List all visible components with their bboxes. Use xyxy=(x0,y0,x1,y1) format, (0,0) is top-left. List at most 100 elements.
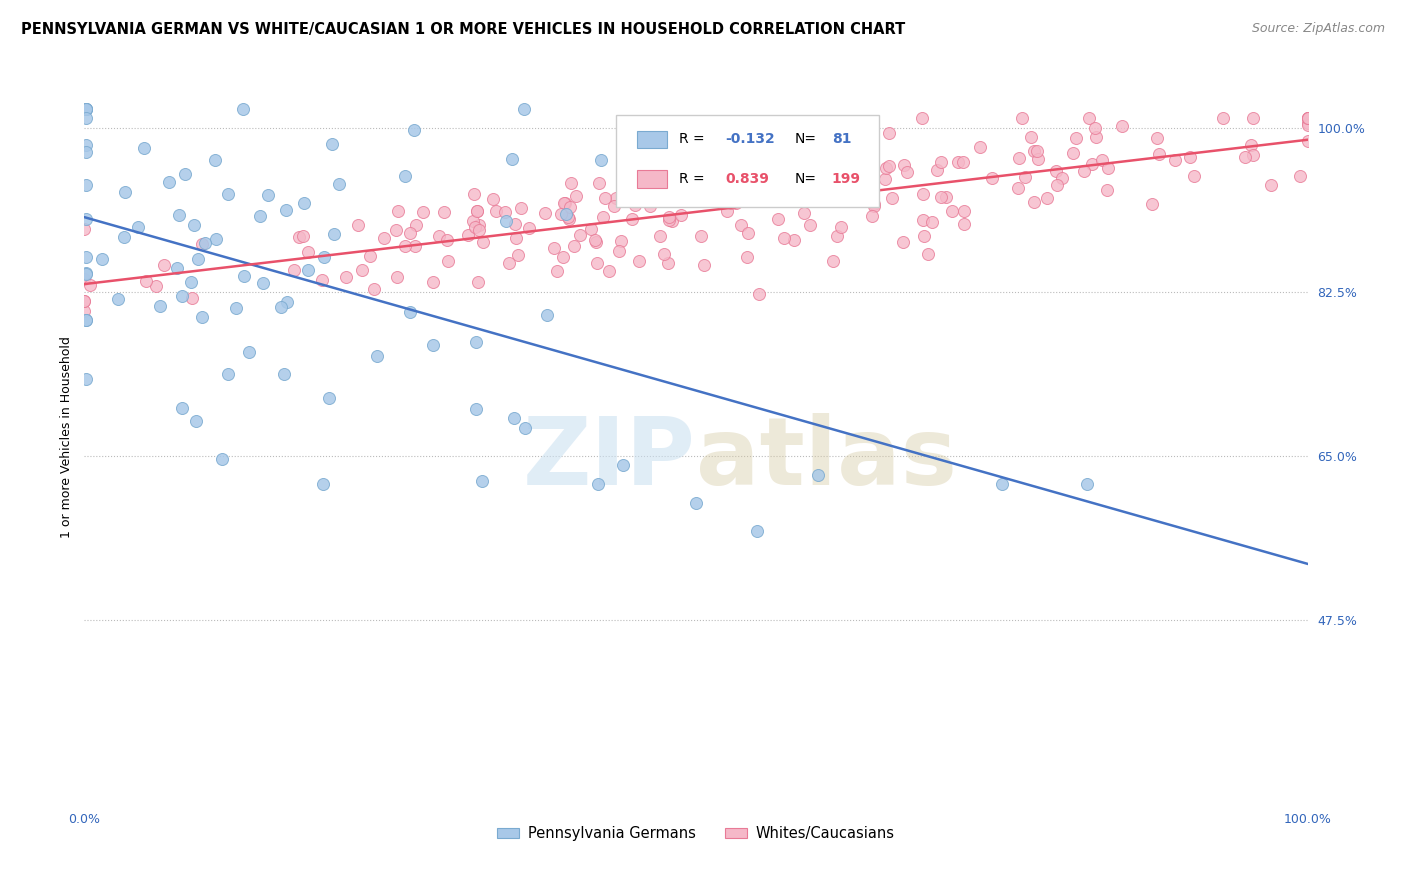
Point xyxy=(1090,153,1112,167)
Point xyxy=(398,227,420,241)
Point xyxy=(508,248,530,262)
Point xyxy=(1045,163,1067,178)
Point xyxy=(550,207,572,221)
Point xyxy=(107,292,129,306)
Point xyxy=(75,145,97,160)
Point xyxy=(211,452,233,467)
Point xyxy=(583,233,606,247)
Point xyxy=(555,207,578,221)
Point xyxy=(917,247,939,261)
Point xyxy=(321,137,343,152)
Point xyxy=(502,410,524,425)
Point xyxy=(991,477,1014,491)
Point xyxy=(180,275,202,289)
Point xyxy=(644,176,666,190)
Point xyxy=(834,190,856,204)
Point xyxy=(183,218,205,232)
Point xyxy=(90,252,112,266)
Point xyxy=(270,300,292,314)
Point xyxy=(1008,151,1031,165)
Point xyxy=(437,253,460,268)
Point xyxy=(754,159,776,173)
Point xyxy=(505,231,527,245)
Point xyxy=(588,176,610,190)
Point xyxy=(257,188,280,202)
Point xyxy=(485,204,508,219)
Point xyxy=(1147,147,1170,161)
Point xyxy=(630,178,652,192)
Point xyxy=(592,210,614,224)
Point xyxy=(276,203,298,218)
Text: R =: R = xyxy=(679,132,709,146)
Point xyxy=(862,197,884,211)
Point xyxy=(276,294,298,309)
Point xyxy=(564,239,586,253)
FancyBboxPatch shape xyxy=(637,130,666,148)
Point xyxy=(464,220,486,235)
Point xyxy=(612,458,634,473)
Point xyxy=(173,167,195,181)
Point xyxy=(75,102,97,116)
Point xyxy=(153,258,176,272)
Point xyxy=(73,303,96,318)
Point xyxy=(312,251,335,265)
Point xyxy=(669,208,692,222)
Point xyxy=(941,204,963,219)
Point xyxy=(1078,112,1101,126)
Point xyxy=(745,179,768,194)
Point xyxy=(273,368,295,382)
Point xyxy=(730,218,752,232)
Legend: Pennsylvania Germans, Whites/Caucasians: Pennsylvania Germans, Whites/Caucasians xyxy=(492,820,900,847)
Point xyxy=(288,230,311,244)
Point xyxy=(1140,197,1163,211)
Point xyxy=(114,185,136,199)
Text: PENNSYLVANIA GERMAN VS WHITE/CAUCASIAN 1 OR MORE VEHICLES IN HOUSEHOLD CORRELATI: PENNSYLVANIA GERMAN VS WHITE/CAUCASIAN 1… xyxy=(21,22,905,37)
Point xyxy=(75,266,97,280)
Point xyxy=(773,231,796,245)
Point xyxy=(638,199,661,213)
Point xyxy=(187,252,209,266)
Point xyxy=(803,159,825,173)
Point xyxy=(204,153,226,168)
Point xyxy=(891,235,914,249)
Point xyxy=(737,226,759,240)
Point xyxy=(814,170,837,185)
Point xyxy=(292,228,315,243)
Point xyxy=(893,158,915,172)
Point xyxy=(79,278,101,293)
Point xyxy=(693,258,716,272)
Point xyxy=(929,190,952,204)
Point xyxy=(385,223,408,237)
Point xyxy=(232,269,254,284)
Text: N=: N= xyxy=(794,172,817,186)
Point xyxy=(238,345,260,359)
Point xyxy=(661,214,683,228)
Point xyxy=(724,195,747,210)
Point xyxy=(1062,145,1084,160)
Point xyxy=(620,211,643,226)
Point xyxy=(75,138,97,153)
Point xyxy=(517,221,540,235)
Point xyxy=(75,212,97,227)
Point xyxy=(394,238,416,252)
Point xyxy=(935,190,957,204)
Point xyxy=(232,102,254,116)
Point xyxy=(1050,171,1073,186)
Point xyxy=(1095,183,1118,197)
Point xyxy=(1046,178,1069,192)
Point xyxy=(657,256,679,270)
Point xyxy=(73,222,96,236)
Text: Source: ZipAtlas.com: Source: ZipAtlas.com xyxy=(1251,22,1385,36)
Text: -0.132: -0.132 xyxy=(725,132,775,146)
Point xyxy=(127,219,149,234)
Point xyxy=(598,264,620,278)
Point xyxy=(796,182,818,196)
Point xyxy=(627,254,650,268)
Point xyxy=(1007,181,1029,195)
FancyBboxPatch shape xyxy=(616,115,880,207)
Point xyxy=(461,214,484,228)
Point xyxy=(283,263,305,277)
Point xyxy=(981,171,1004,186)
Point xyxy=(433,205,456,219)
Point xyxy=(546,264,568,278)
